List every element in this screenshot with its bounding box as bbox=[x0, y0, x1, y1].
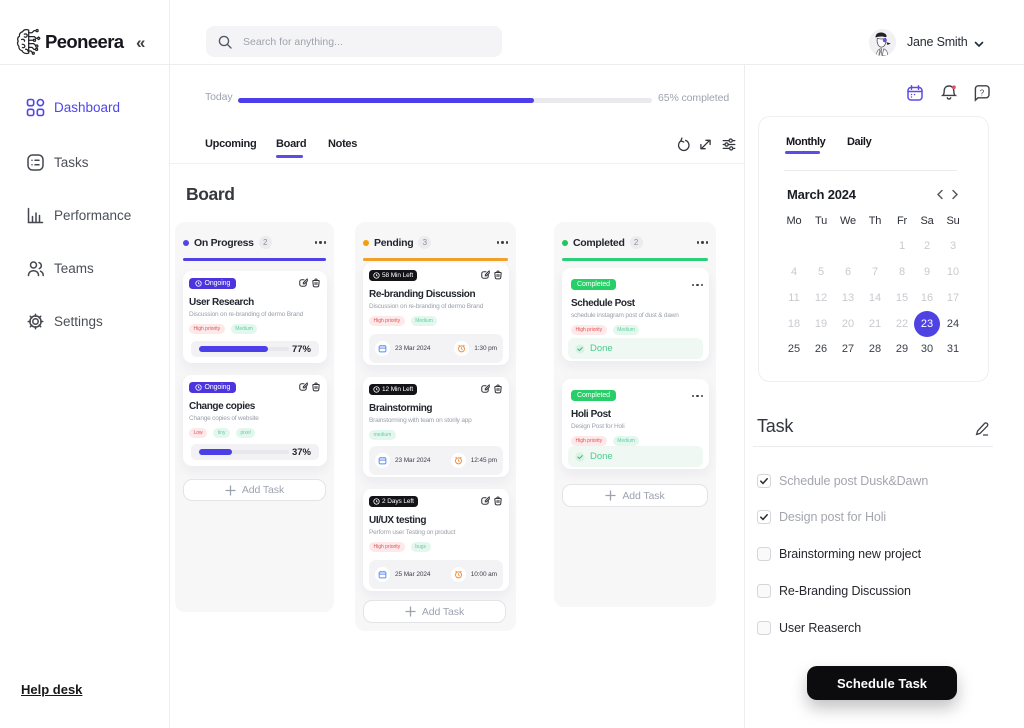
svg-text:?: ? bbox=[980, 89, 985, 98]
